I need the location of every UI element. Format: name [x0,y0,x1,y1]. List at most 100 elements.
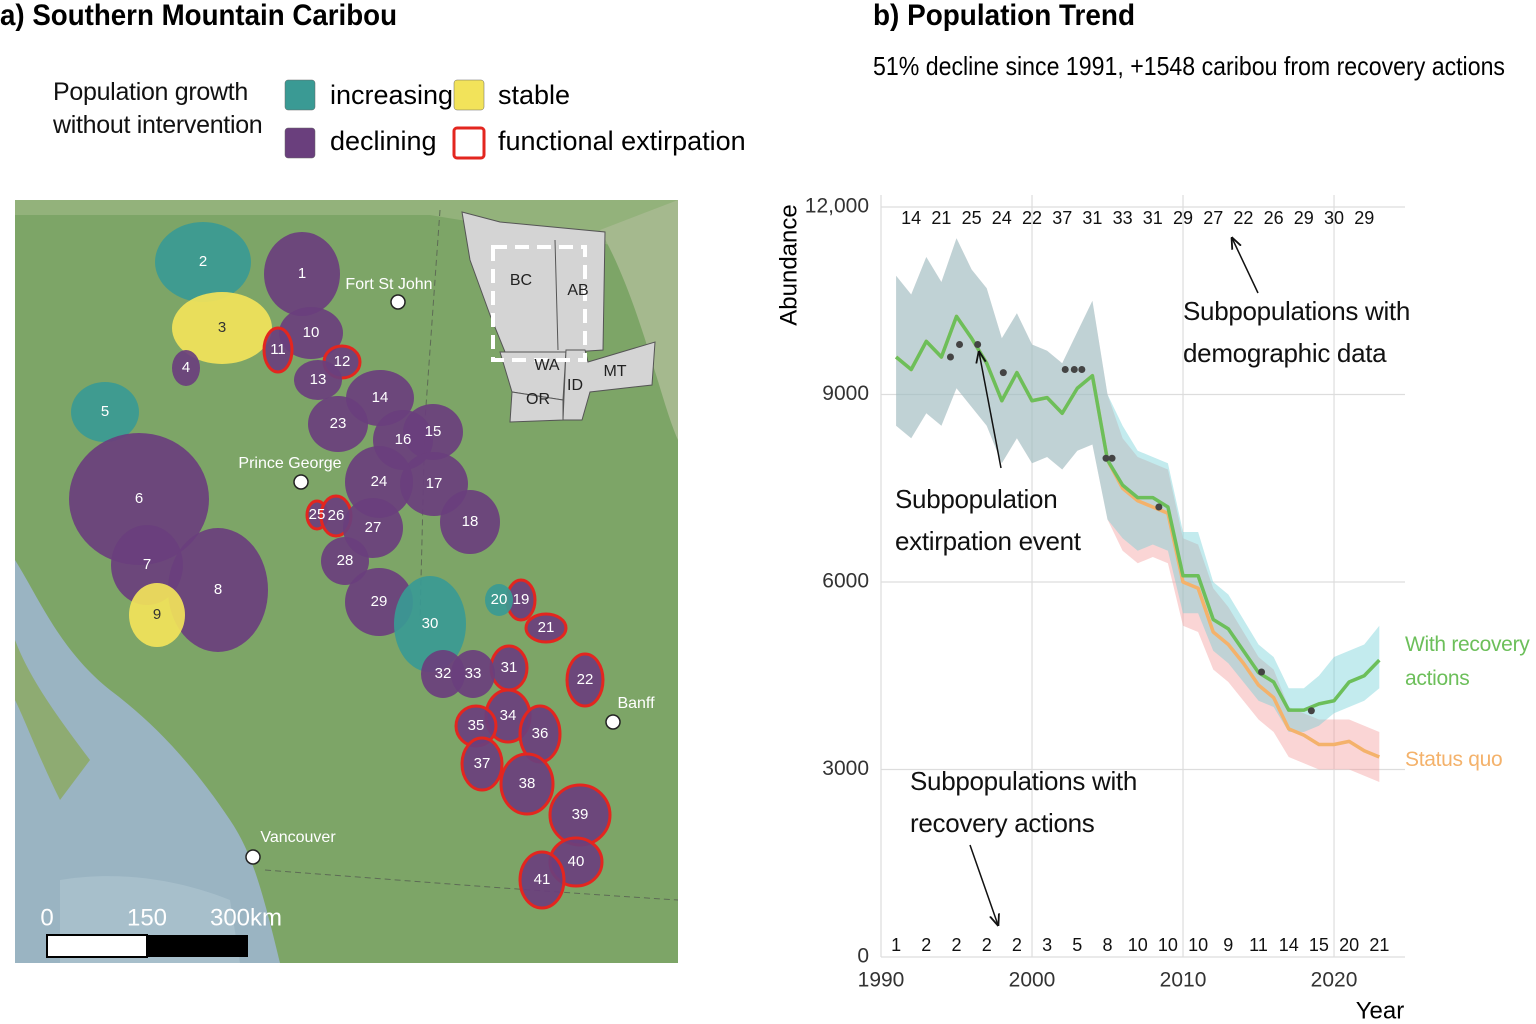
region-label: 16 [395,431,412,448]
region-label: 12 [334,353,351,370]
region-label: 28 [337,552,354,569]
scale-label: 0 [40,904,53,931]
y-tick-label: 0 [857,945,869,968]
region-label: 37 [474,755,491,772]
extirpation-event [946,353,954,361]
region-label: 40 [568,853,585,870]
legend-swatch [452,126,486,160]
scale-bar-white [46,934,148,958]
demographic-count: 25 [962,208,982,228]
inset-labels: BC AB WA ID MT OR [510,272,627,408]
recovery-count: 20 [1339,935,1359,955]
inset-label: WA [534,357,560,374]
city-marker [605,714,621,730]
region [321,537,369,585]
legend-label: increasing [330,80,453,110]
x-tick-label: 2020 [1311,969,1358,992]
region-label: 17 [426,475,443,492]
demographic-count: 33 [1113,208,1133,228]
region [345,446,413,518]
legend-swatch [453,79,485,111]
region-label: 6 [135,490,143,507]
legend-label: stable [498,80,570,110]
demographic-count: 24 [992,208,1012,228]
region [308,396,368,452]
legend-label: functional extirpation [498,126,746,156]
region [279,307,343,359]
inset-label: OR [526,391,550,408]
y-tick-label: 3000 [822,757,869,780]
region [262,326,294,374]
region-label: 1 [298,265,306,282]
scale-label: 150 [127,904,167,931]
recovery-count: 3 [1042,935,1052,955]
demographic-count: 29 [1354,208,1374,228]
region-label: 26 [328,507,345,524]
demographic-count: 14 [901,208,921,228]
recovery-count: 14 [1279,935,1299,955]
y-tick-label: 12,000 [805,195,869,218]
recovery-count: 2 [951,935,961,955]
y-tick-label: 6000 [822,570,869,593]
region-label: 13 [310,371,327,388]
chart-title: b) Population Trend [873,0,1135,32]
map-regions: 1234567891011121314151617181920212223242… [69,222,612,910]
region-label: 2 [199,253,207,270]
demographic-count: 26 [1264,208,1284,228]
x-tick-label: 1990 [858,969,905,992]
extirpation-event [999,369,1007,377]
region [155,222,251,302]
city-marker [245,849,261,865]
extirpation-event [1155,503,1163,511]
city-marker [390,294,406,310]
region-label: 7 [143,556,151,573]
scale-labels: 0 150 300km [40,904,282,931]
region [71,382,139,442]
region [294,360,342,400]
region-label: 24 [371,473,388,490]
city-label: Prince George [238,455,341,472]
inset-label: AB [567,282,588,299]
region-label: 23 [330,415,347,432]
y-axis-title: Abundance [775,204,802,325]
recovery-count: 2 [1012,935,1022,955]
region-label: 25 [309,506,326,523]
map-legend: increasing stable declining functional exti… [284,79,746,160]
region-label: 19 [513,591,530,608]
inset-map [461,211,656,423]
arrow [1232,238,1259,294]
region-label: 8 [214,581,222,598]
demographic-count: 31 [1082,208,1102,228]
city-label: Vancouver [260,829,336,846]
series-label: With recovery actions [1405,633,1530,690]
region [129,583,185,647]
region-label: 9 [153,606,161,623]
demographic-count: 37 [1052,208,1072,228]
region-label: 30 [422,615,439,632]
region-label: 35 [468,717,485,734]
demographic-count: 22 [1022,208,1042,228]
region-label: 21 [538,619,555,636]
region [168,528,268,652]
demographic-count: 22 [1233,208,1253,228]
region [440,490,500,554]
region-label: 27 [365,519,382,536]
plot-area [881,195,1405,957]
recovery-count: 10 [1188,935,1208,955]
scale-bar-black [147,935,248,957]
confidence-band [896,238,1380,732]
chart-subtitle: 51% decline since 1991, +1548 caribou fr… [873,51,1505,81]
extirpation-event [1070,366,1078,373]
region [394,576,466,672]
recovery-count: 1 [891,935,901,955]
region [565,652,605,708]
region-label: 33 [465,665,482,682]
series-label: Status quo [1405,748,1503,771]
extirpation-event [1307,707,1315,715]
extirpation-event [1108,454,1116,462]
legend-swatch [284,79,316,111]
extirpation-event [974,341,982,348]
demographic-count: 27 [1203,208,1223,228]
region-label: 32 [435,665,452,682]
